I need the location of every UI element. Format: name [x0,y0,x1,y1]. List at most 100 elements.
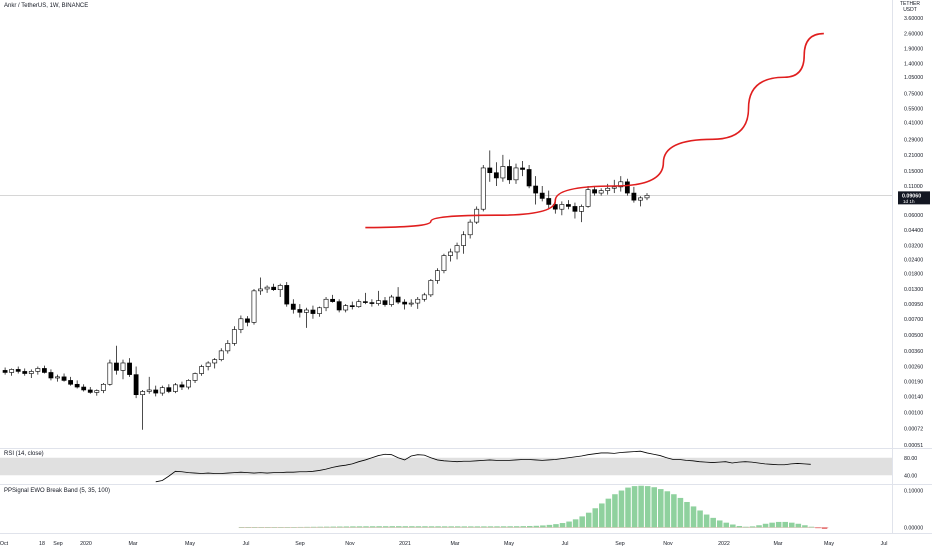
candle-body-up [55,376,60,379]
candle [441,253,447,274]
candle [434,268,440,284]
candle [428,278,434,298]
price-tick-label: 0.41000 [904,121,923,127]
ewo-bar [258,527,264,528]
candle-body-down [290,303,296,310]
ewo-bar [441,526,448,528]
rsi-tick-label: 80.00 [904,456,917,462]
candle [68,376,73,386]
candle [173,382,178,394]
candle [41,365,47,374]
candle-body-up [376,300,381,304]
candle [559,201,565,216]
ewo-bar [396,526,402,528]
price-tick-label: 0.04400 [904,228,923,234]
candle [572,202,578,219]
curve-layer [365,32,824,229]
candle-body-down [520,167,525,170]
candle [9,368,15,376]
ewo-bar [533,525,540,528]
candle-body-down [362,301,368,303]
price-axis-unit: TETHER USDT [900,1,920,13]
candle [303,307,309,328]
candle [166,384,172,394]
candle [369,299,375,307]
price-axis[interactable]: 3.60000 2.60000 1.90000 1.40000 1.05000 0.750… [898,16,930,449]
candle-body-up [238,318,244,330]
candle-body-up [579,206,584,212]
price-axis-unit-line1: TETHER [900,1,920,7]
candle-body-up [120,362,126,371]
time-tick-label: Oct [0,541,9,547]
candle [100,382,106,394]
candle-body-up [343,305,349,311]
ewo-bar [775,521,782,528]
candle [467,219,473,239]
candle-body-down [624,181,630,194]
candle [330,294,335,303]
candle-body-up [644,195,650,199]
time-tick-label: 18 [39,541,45,547]
candle [408,299,414,307]
candle-body-down [552,204,558,210]
time-tick-label: Nov [345,541,355,547]
candle [382,297,388,307]
candle-body-up [585,189,591,207]
candle-body-down [297,309,303,313]
candle-body-down [68,380,73,385]
time-tick-label: Nov [663,541,673,547]
candle-body-up [454,245,460,253]
candle-body-down [271,286,277,291]
candle-body-down [310,309,316,314]
candle [317,306,322,317]
price-tick-label: 0.00190 [904,380,923,386]
time-tick-label: Mar [450,541,459,547]
candle-body-down [395,296,401,303]
candle-body-down [369,302,375,304]
time-tick-label: Jul [243,541,250,547]
candle [454,242,460,260]
candle-body-down [133,374,139,396]
price-tick-label: 0.00700 [904,317,923,323]
ewo-bar [664,491,671,528]
candle-body-up [500,166,506,179]
current-price-countdown: 1d 1h [903,199,915,204]
candle [218,348,224,362]
time-tick-label: May [185,541,195,547]
chart-title: Ankr / TetherUS, 1W, BINANCE [4,3,89,9]
candle-body-down [81,386,87,391]
candle [513,163,519,184]
candle-body-down [349,305,355,307]
ewo-bar [402,526,409,528]
price-tick-label: 2.60000 [904,32,923,38]
ewo-bar [369,526,376,528]
candle [159,385,165,396]
candle [264,285,270,293]
candle [290,299,296,314]
ewo-bar [644,486,651,528]
candle [395,287,401,305]
candle [520,160,525,177]
ewo-bar [356,526,363,528]
candle [592,186,597,196]
candle-body-down [507,166,512,181]
ewo-bar [343,526,350,528]
time-tick-label: May [504,541,514,547]
ewo-bar [631,486,638,528]
candle [362,292,368,305]
ewo-bar [769,522,775,528]
candle-body-down [74,383,80,388]
time-axis[interactable]: Oct 18 Sep 2020 Mar May Jul Sep Nov 2021 Mar May Jul… [0,541,887,547]
candle-body-up [317,307,322,314]
ewo-bar [428,526,435,528]
candle [356,299,362,308]
ewo-bar [409,526,415,528]
candle [487,150,493,182]
ewo-bar [677,497,684,528]
ewo-bar [337,526,343,528]
ewo-bar [749,526,756,528]
ewo-bar [730,524,736,528]
candle-body-up [421,294,427,300]
